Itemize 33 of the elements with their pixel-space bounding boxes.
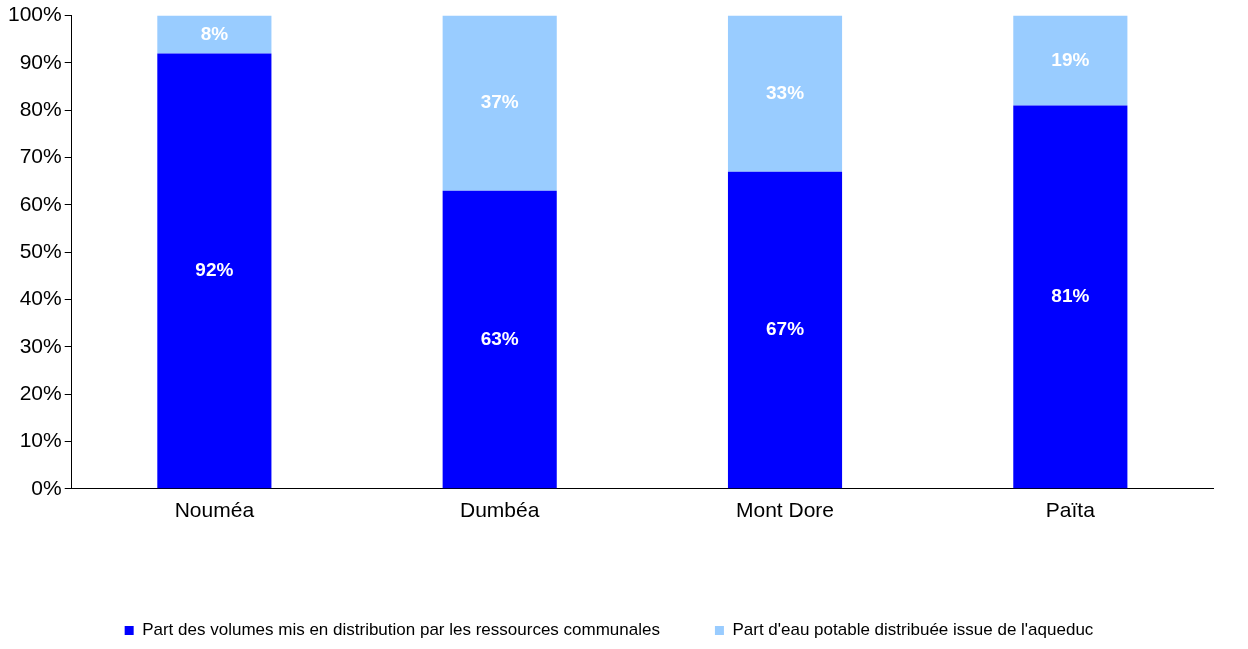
- y-tick-label: 50%: [19, 239, 62, 262]
- legend-label: Part des volumes mis en distribution par les ressources communales: [142, 620, 660, 640]
- y-tick-label: 60%: [19, 191, 62, 215]
- data-label: 92%: [195, 259, 234, 281]
- y-tick-label: 20%: [19, 380, 62, 404]
- y-tick-label: 0%: [31, 475, 62, 499]
- data-label: 37%: [480, 91, 519, 113]
- bar: [157, 15, 272, 54]
- legend-label: Part d'eau potable distribuée issue de l'aqueduc: [732, 620, 1094, 640]
- x-tick-label: Nouméa: [174, 498, 255, 522]
- y-tick-label: 40%: [19, 286, 62, 310]
- y-tick-label: 30%: [19, 333, 62, 357]
- x-tick-label: Païta: [1045, 498, 1096, 522]
- y-tick-label: 10%: [19, 428, 62, 452]
- x-tick-label: Dumbéa: [460, 498, 540, 522]
- bar: [1013, 105, 1128, 489]
- bar: [442, 190, 557, 489]
- bar: [442, 15, 557, 191]
- data-label: 19%: [1051, 48, 1090, 70]
- data-label: 33%: [766, 81, 805, 103]
- bar: [727, 171, 843, 489]
- y-tick-label: 100%: [7, 2, 62, 26]
- data-label: 8%: [200, 22, 229, 44]
- y-tick-label: 70%: [19, 144, 62, 168]
- bar: [157, 53, 272, 489]
- bar: [727, 15, 843, 172]
- bar: [1013, 15, 1128, 106]
- x-tick-label: Mont Dore: [735, 498, 835, 522]
- data-label: 67%: [766, 318, 805, 340]
- y-tick-label: 80%: [19, 97, 62, 121]
- data-label: 81%: [1051, 285, 1090, 307]
- y-tick-label: 90%: [19, 49, 62, 73]
- data-label: 63%: [480, 327, 519, 349]
